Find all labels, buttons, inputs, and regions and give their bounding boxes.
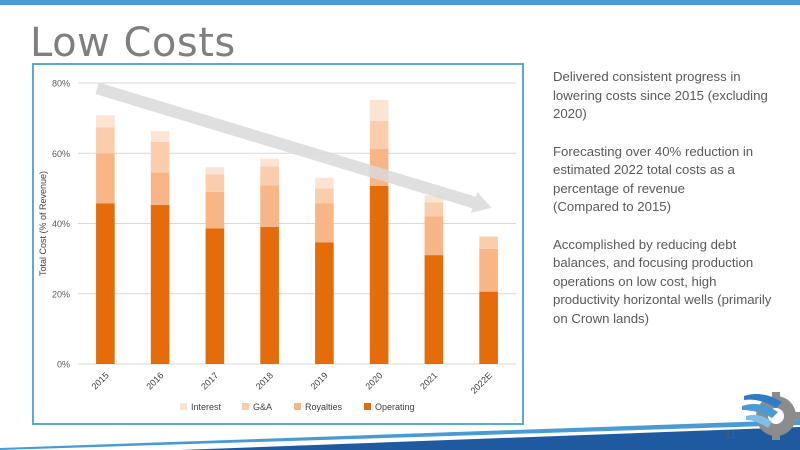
footer-decoration [0,392,800,450]
chart-frame: 0% 20% 40% 60% 80% Total Cost (% of Revenue) 2… [32,63,524,425]
legend-swatch [242,403,249,410]
footer-light-stripe [0,420,800,450]
company-logo-icon [742,392,800,440]
bar-segment-interest [315,177,334,189]
legend-label: Royalties [305,402,343,412]
bar-segment-ga [96,127,115,154]
bullet-text: Forecasting over 40% reduction in estima… [553,143,754,215]
slide-title: Low Costs [30,20,236,66]
bar-segment-operating [369,185,389,364]
bar-segment-royalties [424,216,444,256]
bar-segment-interest [369,99,389,121]
bullet-text: Delivered consistent progress in lowerin… [553,69,768,121]
bar-segment-royalties [96,153,115,204]
bar-segment-operating [205,228,225,364]
bar-segment-ga [315,188,334,204]
trend-arrow-icon [95,82,492,213]
bar-segment-interest [96,115,115,128]
y-tick-label: 60% [52,149,70,159]
bar-segment-ga [205,174,225,192]
stacked-bar-chart: 0%20%40%60%80%Total Cost (% of Revenue)2… [38,79,516,412]
bar-segment-royalties [260,185,279,228]
legend-swatch [180,403,187,410]
bar-segment-ga [424,202,444,217]
legend-swatch [294,403,301,410]
legend-label: Interest [191,402,222,412]
bar-segment-ga [260,166,279,186]
y-tick-label: 80% [52,79,70,89]
bar-segment-ga [369,120,389,150]
bar-segment-royalties [315,203,334,243]
top-accent-bar [0,0,800,5]
bar-segment-operating [96,203,115,364]
bar-segment-interest [424,195,444,203]
bar-segment-royalties [479,248,498,292]
bar-segment-operating [315,242,334,364]
bullet-text: Accomplished by reducing debt balances, … [553,236,772,326]
legend-label: G&A [253,402,272,412]
page-number: 11 [725,429,737,441]
bar-segment-interest [205,167,225,175]
y-tick-label: 0% [57,360,70,370]
legend-label: Operating [375,402,415,412]
bar-segment-interest [150,131,170,143]
bar-segment-operating [260,227,279,364]
bar-segment-operating [479,291,498,364]
bar-segment-operating [150,204,170,364]
bar-segment-interest [260,158,279,167]
bar-segment-royalties [205,191,225,229]
bar-segment-ga [479,236,498,249]
bar-segment-royalties [150,172,170,205]
footer-dark-stripe [180,427,800,450]
y-tick-label: 20% [52,289,70,299]
bar-segment-ga [150,142,170,173]
bar-segment-operating [424,255,444,364]
y-tick-label: 40% [52,219,70,229]
legend-swatch [364,403,371,410]
y-axis-label: Total Cost (% of Revenue) [38,171,48,276]
bullet-list: Delivered consistent progress in lowerin… [553,68,778,347]
